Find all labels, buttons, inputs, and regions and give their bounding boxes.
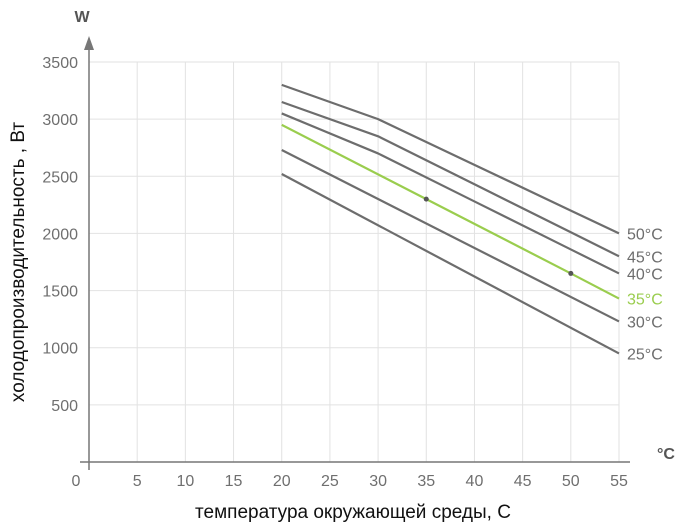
y-tick-labels: 500 1000 1500 2000 2500 3000 3500 — [42, 55, 78, 415]
y-tick-label: 3500 — [42, 55, 78, 72]
x-axis-title: температура окружающей среды, С — [195, 502, 511, 523]
series-label: 25°C — [627, 346, 663, 363]
series-label: 50°C — [627, 226, 663, 243]
x-tick-label: 10 — [176, 473, 194, 490]
x-tick-label: 40 — [466, 473, 484, 490]
y-tick-label: 1000 — [42, 341, 78, 358]
series-line — [281, 149, 620, 323]
x-tick-label: 15 — [225, 473, 243, 490]
x-tick-label: 5 — [133, 473, 142, 490]
series-marker — [423, 196, 429, 202]
x-tick-labels: 0 5 10 15 20 25 30 35 40 45 50 55 — [72, 473, 628, 490]
x-tick-label: 25 — [321, 473, 339, 490]
x-tick-label: 35 — [417, 473, 435, 490]
series-lines — [281, 83, 620, 355]
y-axis-title: холодопроизводительность , Вт — [8, 122, 29, 402]
y-tick-label: 1500 — [42, 284, 78, 301]
series-labels: 50°C 45°C40°C 35°C 30°C 25°C — [627, 226, 663, 363]
series-marker — [568, 270, 574, 276]
y-tick-label: 3000 — [42, 112, 78, 129]
series-label: 45°C — [627, 249, 663, 266]
series-line — [281, 83, 620, 235]
y-tick-label: 2000 — [42, 226, 78, 243]
x-tick-label: 0 — [72, 473, 81, 490]
series-line — [281, 112, 620, 275]
y-tick-label: 500 — [51, 398, 78, 415]
series-line — [281, 123, 620, 300]
x-tick-label: 30 — [369, 473, 387, 490]
x-unit-label: °C — [657, 446, 675, 463]
y-axis-arrow — [84, 36, 94, 50]
y-tick-label: 2500 — [42, 169, 78, 186]
axes: W °C — [74, 9, 675, 470]
series-label: 40°C — [627, 266, 663, 283]
x-tick-label: 50 — [562, 473, 580, 490]
series-line — [281, 100, 620, 258]
grid — [89, 61, 620, 462]
series-label: 30°C — [627, 314, 663, 331]
series-line — [281, 173, 620, 355]
x-tick-label: 20 — [273, 473, 291, 490]
series-label: 35°C — [627, 292, 663, 309]
x-tick-label: 45 — [514, 473, 532, 490]
y-unit-label: W — [74, 9, 90, 26]
x-tick-label: 55 — [610, 473, 628, 490]
